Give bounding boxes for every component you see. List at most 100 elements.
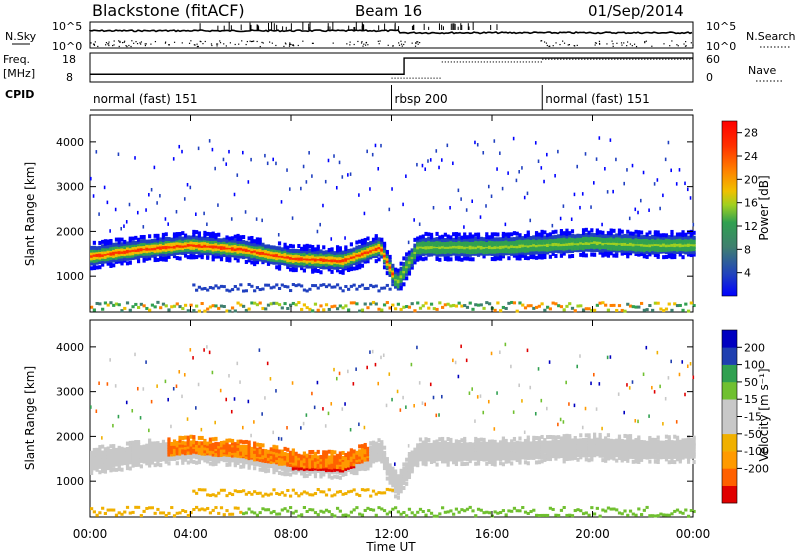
scatter-cell	[300, 426, 302, 430]
scatter-cell	[648, 243, 652, 248]
scatter-cell	[615, 447, 619, 452]
scatter-cell	[363, 287, 367, 291]
scatter-cell	[333, 263, 337, 268]
scatter-cell	[598, 382, 601, 386]
scatter-cell	[305, 256, 309, 261]
scatter-cell	[427, 242, 431, 247]
scatter-cell	[341, 472, 345, 477]
scatter-cell	[487, 399, 490, 404]
scatter-cell	[465, 237, 470, 242]
nsearch-point	[645, 40, 647, 42]
scatter-cell	[620, 229, 624, 234]
scatter-cell	[222, 488, 226, 492]
scatter-cell	[277, 251, 282, 256]
scatter-cell	[526, 443, 530, 448]
scatter-cell	[197, 508, 201, 512]
scatter-cell	[159, 252, 163, 257]
scatter-cell	[112, 457, 116, 462]
scatter-cell	[128, 256, 132, 261]
nsearch-point	[292, 44, 294, 46]
scatter-cell	[673, 255, 677, 260]
scatter-cell	[377, 438, 381, 443]
scatter-cell	[333, 255, 337, 260]
scatter-cell	[106, 249, 110, 254]
scatter-cell	[460, 237, 464, 242]
scatter-cell	[540, 240, 544, 245]
scatter-cell	[675, 247, 680, 252]
scatter-cell	[150, 460, 155, 465]
cpid-segment-label: normal (fast) 151	[545, 92, 649, 106]
scatter-cell	[504, 246, 508, 251]
nsearch-point	[559, 43, 561, 46]
scatter-cell	[219, 252, 224, 257]
scatter-cell	[504, 240, 508, 245]
scatter-cell	[255, 254, 260, 259]
scatter-cell	[576, 304, 580, 308]
scatter-cell	[349, 252, 353, 257]
scatter-cell	[540, 459, 544, 464]
scatter-cell	[95, 452, 99, 457]
scatter-cell	[551, 439, 555, 444]
scatter-cell	[349, 427, 352, 432]
scatter-cell	[493, 308, 497, 312]
scatter-cell	[286, 509, 290, 513]
scatter-cell	[421, 442, 425, 447]
scatter-cell	[440, 246, 445, 251]
scatter-cell	[134, 457, 138, 462]
scatter-cell	[410, 263, 414, 268]
scatter-cell	[233, 397, 236, 401]
scatter-cell	[581, 308, 586, 312]
scatter-cell	[253, 490, 257, 494]
scatter-cell	[562, 420, 565, 424]
nsearch-point	[285, 43, 287, 45]
scatter-cell	[195, 440, 199, 445]
scatter-cell	[617, 243, 622, 248]
scatter-cell	[540, 166, 543, 170]
scatter-cell	[681, 230, 685, 235]
scatter-cell	[288, 258, 293, 263]
scatter-cell	[468, 250, 472, 255]
scatter-cell	[98, 260, 102, 265]
scatter-cell	[109, 444, 113, 449]
scatter-cell	[109, 456, 113, 461]
scatter-cell	[615, 308, 619, 312]
scatter-cell	[587, 235, 591, 240]
scatter-cell	[438, 445, 442, 450]
scatter-cell	[128, 440, 132, 445]
scatter-cell	[598, 136, 601, 140]
scatter-cell	[584, 235, 588, 240]
scatter-cell	[92, 460, 96, 465]
scatter-cell	[300, 249, 304, 254]
scatter-cell	[468, 505, 472, 509]
scatter-cell	[148, 192, 150, 197]
scatter-cell	[269, 492, 273, 496]
scatter-cell	[360, 513, 365, 517]
scatter-cell	[471, 442, 475, 447]
scatter-cell	[297, 283, 301, 287]
scatter-cell	[272, 255, 276, 260]
scatter-cell	[523, 443, 528, 448]
scatter-cell	[239, 239, 243, 244]
scatter-cell	[217, 491, 221, 495]
nave-point	[608, 58, 610, 60]
scatter-cell	[504, 236, 508, 241]
scatter-cell	[206, 254, 210, 259]
scatter-cell	[471, 307, 475, 311]
scatter-cell	[148, 443, 152, 448]
scatter-cell	[253, 239, 257, 244]
scatter-cell	[247, 465, 251, 470]
scatter-cell	[645, 232, 649, 237]
scatter-cell	[615, 157, 617, 162]
scatter-cell	[352, 266, 356, 271]
scatter-cell	[410, 450, 414, 455]
scatter-cell	[429, 244, 434, 249]
nsearch-point	[606, 43, 608, 45]
scatter-cell	[148, 506, 152, 510]
scatter-cell	[405, 256, 409, 261]
scatter-cell	[291, 458, 295, 463]
nsearch-point	[238, 43, 240, 45]
beam-label: Beam 16	[355, 2, 422, 20]
nsearch-point	[685, 45, 687, 47]
scatter-cell	[211, 447, 215, 452]
scatter-cell	[377, 252, 381, 257]
